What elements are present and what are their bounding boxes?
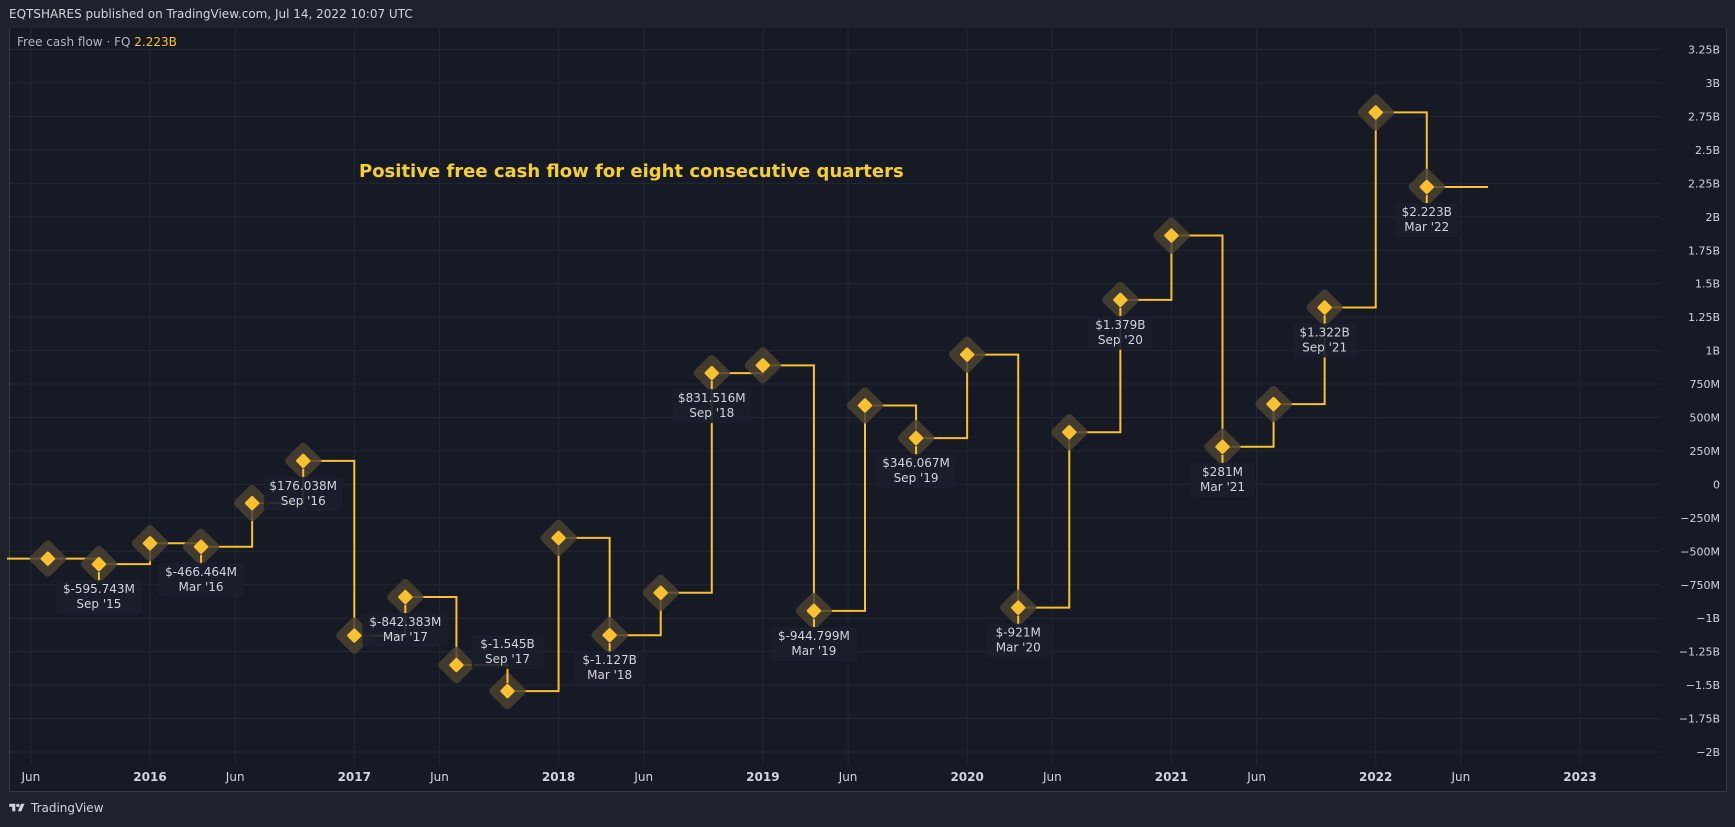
footer-bar: TradingView <box>0 792 1735 827</box>
tradingview-logo-icon <box>9 803 25 812</box>
header-bar: EQTSHARES published on TradingView.com, … <box>0 0 1735 28</box>
tradingview-brand[interactable]: TradingView <box>9 801 104 815</box>
tradingview-wordmark: TradingView <box>31 801 104 815</box>
chart-frame[interactable] <box>9 28 1727 792</box>
publisher-line: EQTSHARES published on TradingView.com, … <box>9 7 413 21</box>
